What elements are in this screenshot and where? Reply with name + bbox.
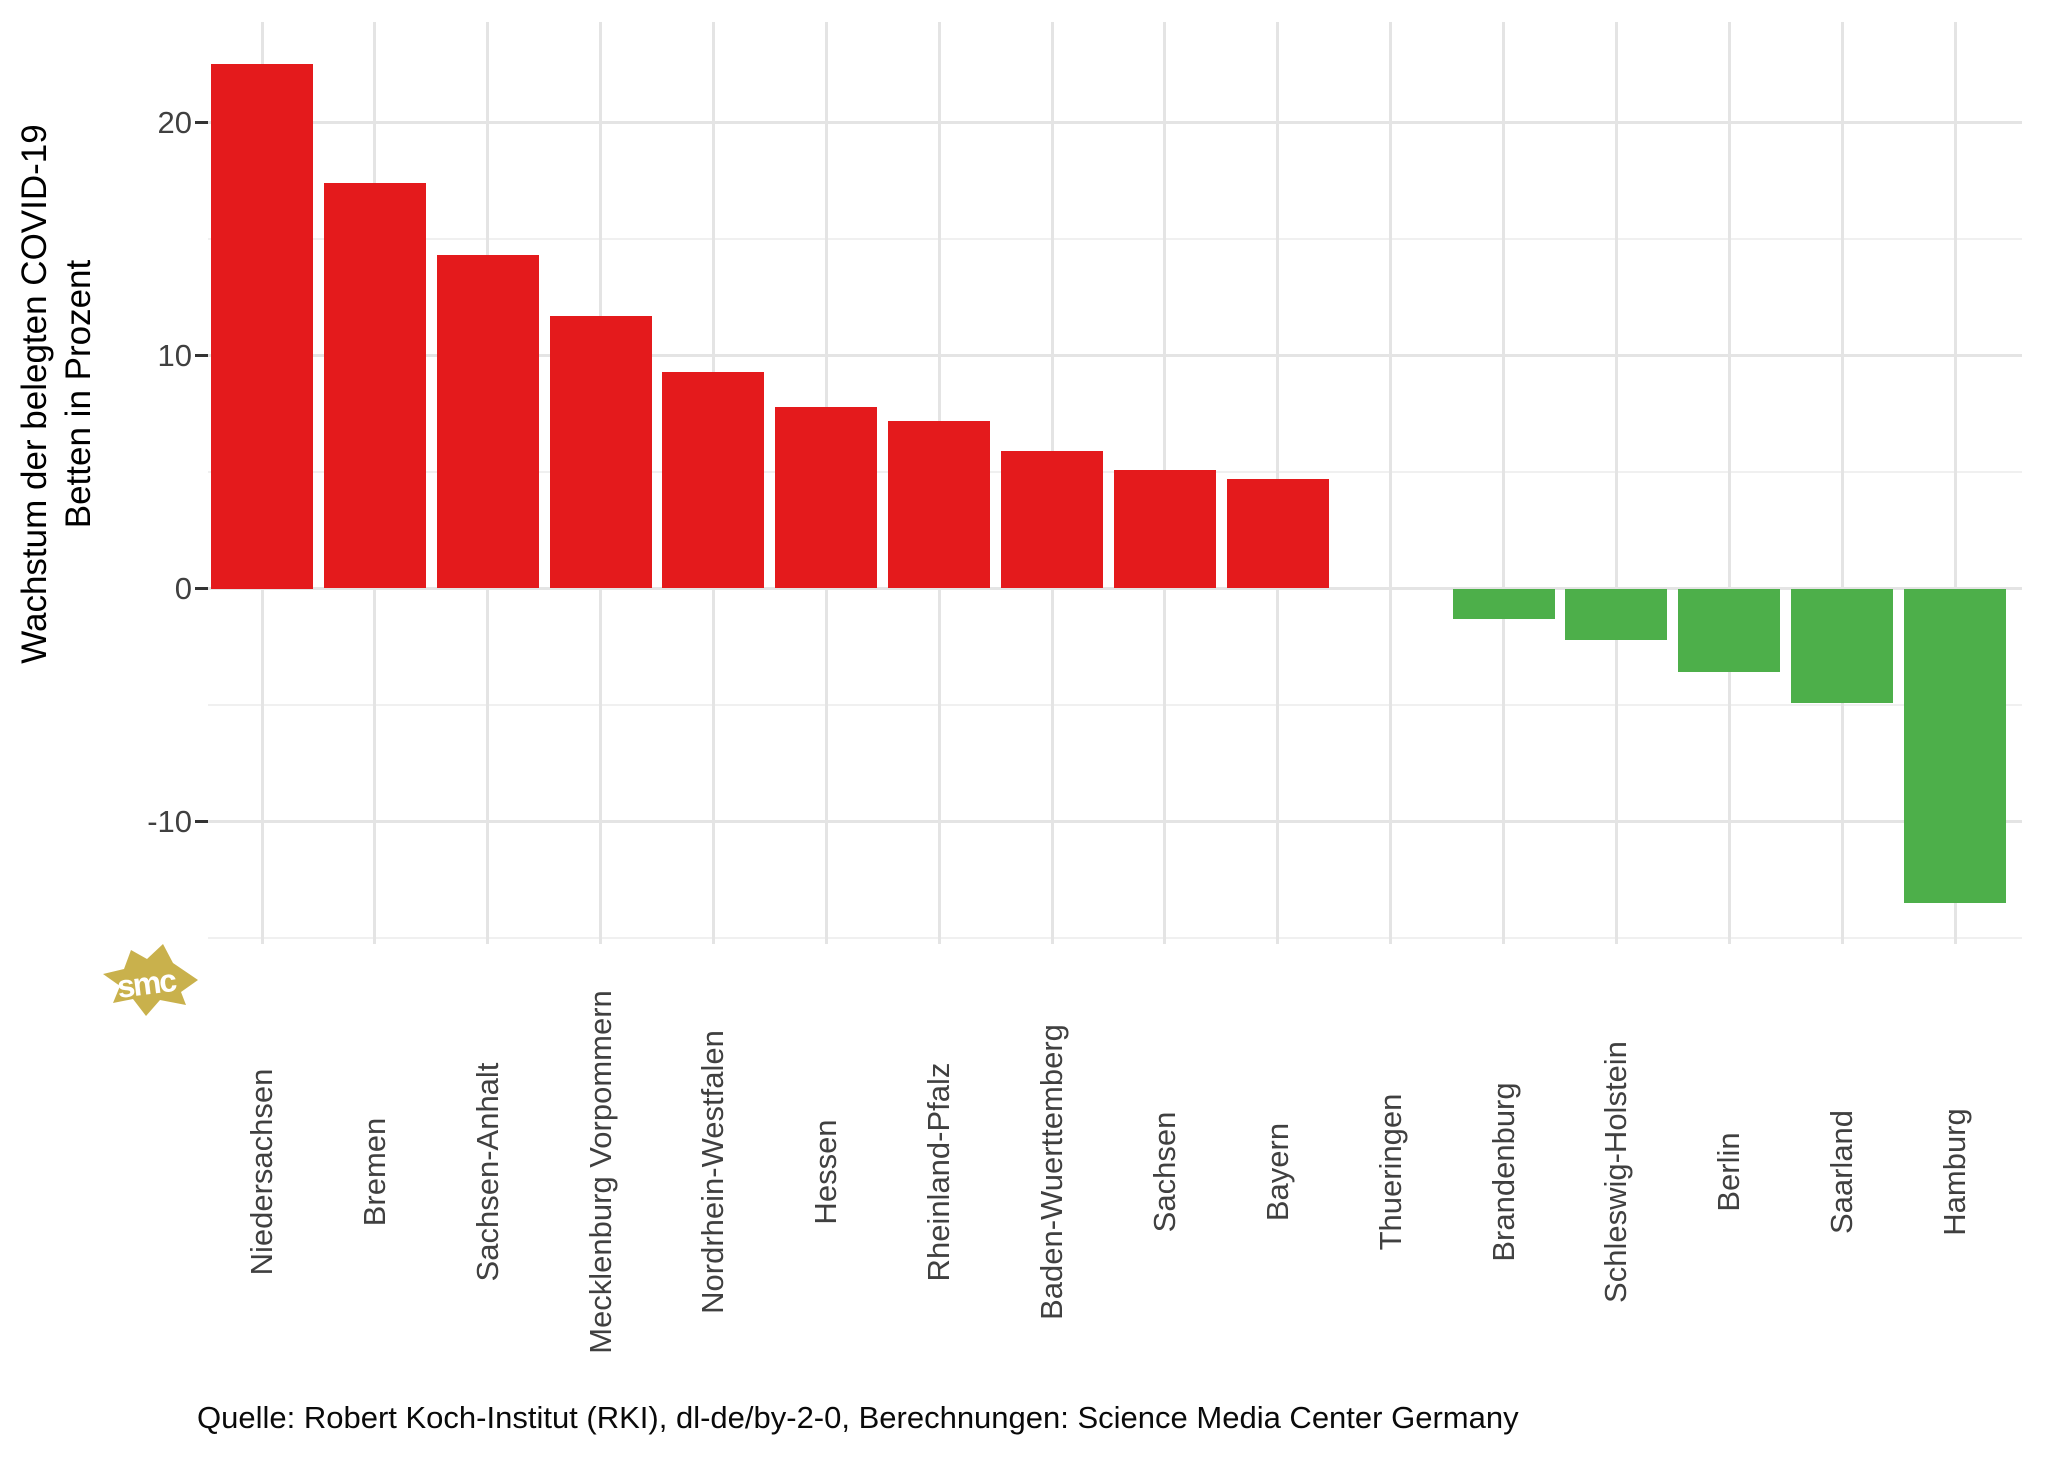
h-gridline-major	[208, 121, 2022, 124]
bar-hessen	[775, 406, 878, 589]
bar-bremen	[323, 183, 426, 589]
y-axis-tick-label: 20	[157, 104, 192, 140]
x-axis-label: Nordrhein-Westfalen	[695, 1030, 731, 1314]
y-axis-title-line1: Wachstum der belegten COVID-19	[15, 124, 54, 664]
h-gridline-major	[208, 354, 2022, 357]
x-axis-label: Bremen	[356, 1117, 392, 1227]
bar-saarland	[1791, 588, 1894, 703]
x-axis-label: Sachsen-Anhalt	[469, 1062, 505, 1282]
h-gridline-major	[208, 820, 2022, 823]
x-axis-label: Schleswig-Holstein	[1598, 1041, 1634, 1303]
bar-nordrhein-westfalen	[662, 371, 765, 589]
x-axis-label: Mecklenburg Vorpommern	[582, 990, 618, 1354]
x-axis-label: Berlin	[1711, 1132, 1747, 1212]
bar-rheinland-pfalz	[888, 420, 991, 589]
y-axis-tick-label: 0	[174, 570, 192, 606]
x-axis-label: Niedersachsen	[244, 1068, 279, 1276]
v-gridline	[1953, 22, 1957, 944]
bar-baden-wuerttemberg	[1001, 451, 1104, 589]
x-axis-label: Rheinland-Pfalz	[921, 1062, 957, 1282]
x-axis-label: Thueringen	[1372, 1093, 1408, 1251]
bar-niedersachsen	[211, 64, 313, 589]
y-axis-tick	[195, 354, 208, 357]
v-gridline	[1727, 22, 1731, 944]
bar-brandenburg	[1452, 588, 1555, 619]
bar-sachsen-anhalt	[436, 255, 539, 589]
v-gridline	[1840, 22, 1844, 944]
h-gridline-minor	[208, 704, 2022, 706]
x-axis-label: Saarland	[1824, 1109, 1860, 1235]
x-axis-label: Baden-Wuerttemberg	[1034, 1024, 1070, 1320]
source-caption: Quelle: Robert Koch-Institut (RKI), dl-d…	[197, 1400, 1519, 1435]
x-axis-label: Sachsen	[1146, 1111, 1182, 1233]
bar-schleswig-holstein	[1565, 588, 1668, 640]
y-axis-tick	[195, 121, 208, 124]
x-axis-label: Hamburg	[1937, 1108, 1973, 1236]
v-gridline	[1502, 22, 1506, 944]
bar-bayern	[1226, 478, 1329, 589]
smc-logo: smc	[103, 944, 198, 1016]
x-axis-label: Bayern	[1259, 1122, 1295, 1222]
y-axis-tick	[195, 820, 208, 823]
v-gridline	[1614, 22, 1618, 944]
y-axis-title-line2: Betten in Prozent	[59, 259, 98, 529]
bar-hamburg	[1904, 588, 2007, 904]
y-axis-title: Wachstum der belegten COVID-19 Betten in…	[13, 82, 101, 706]
h-gridline-major	[208, 587, 2022, 590]
y-axis-tick-label: 10	[157, 337, 192, 373]
y-axis-tick-label: -10	[147, 803, 192, 839]
smc-logo-text: smc	[115, 962, 178, 1005]
x-axis-label: Hessen	[808, 1119, 844, 1225]
h-gridline-minor	[208, 238, 2022, 240]
bar-berlin	[1678, 588, 1781, 673]
bar-sachsen	[1113, 469, 1216, 589]
y-axis-tick	[195, 587, 208, 590]
bar-mecklenburg-vorpommern	[549, 315, 652, 589]
smc-logo-star-icon: smc	[103, 944, 198, 1016]
v-gridline	[1389, 22, 1393, 944]
x-axis-label: Brandenburg	[1485, 1082, 1521, 1262]
h-gridline-minor	[208, 937, 2022, 939]
